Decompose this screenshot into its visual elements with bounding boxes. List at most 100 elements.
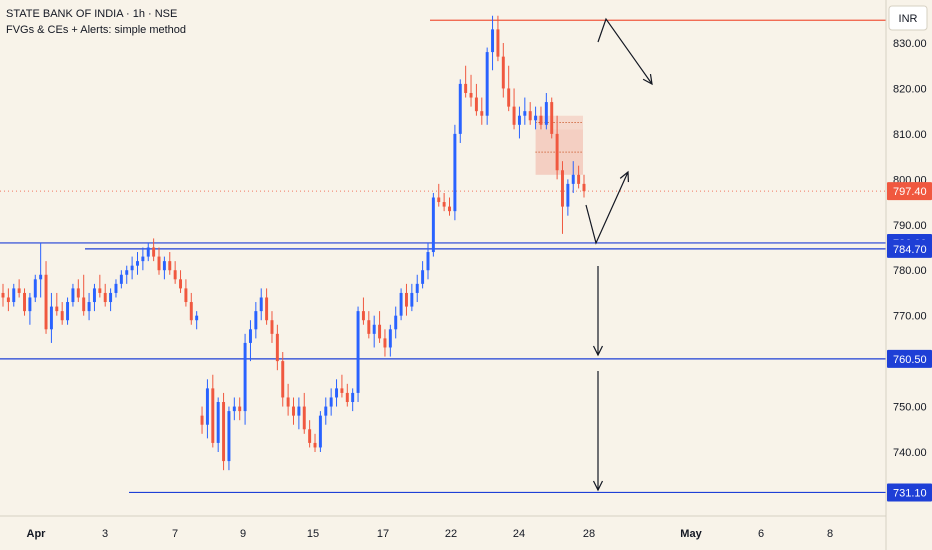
candle-body xyxy=(189,302,193,321)
candle-body xyxy=(227,411,231,462)
candle-body xyxy=(415,283,419,293)
candle xyxy=(119,270,123,289)
candle-body xyxy=(270,320,274,334)
candle-body xyxy=(125,270,129,275)
x-tick-label: 8 xyxy=(827,528,833,540)
candle xyxy=(399,288,403,321)
candle-body xyxy=(394,315,398,330)
candle xyxy=(281,352,285,407)
candle-body xyxy=(388,329,392,348)
candle-body xyxy=(6,297,10,303)
candle xyxy=(501,43,505,98)
candle-body xyxy=(179,279,183,289)
candle xyxy=(378,311,382,343)
x-tick-label: 3 xyxy=(102,528,108,540)
candle-body xyxy=(329,397,333,407)
candle xyxy=(458,79,462,143)
candle-body xyxy=(44,274,48,330)
candle xyxy=(270,311,274,343)
candle xyxy=(442,192,446,212)
fvg-zone xyxy=(535,129,583,175)
x-tick-label: 15 xyxy=(307,528,319,540)
candle xyxy=(577,165,581,189)
candle-body xyxy=(114,283,118,293)
symbol-line[interactable]: STATE BANK OF INDIA · 1h · NSE xyxy=(6,8,178,20)
candle xyxy=(453,124,457,221)
candle-body xyxy=(566,183,570,207)
candle-body xyxy=(146,247,150,257)
candle-body xyxy=(152,247,156,257)
candle-body xyxy=(308,429,312,443)
candle xyxy=(103,283,107,307)
candle xyxy=(238,397,242,421)
candle-body xyxy=(23,292,26,312)
candle xyxy=(356,306,360,403)
candle-body xyxy=(87,302,91,312)
current-price-label-bg xyxy=(887,182,932,201)
candle xyxy=(431,192,435,257)
candle xyxy=(44,261,48,334)
candle-body xyxy=(383,338,387,348)
candle-body xyxy=(361,311,365,321)
candle xyxy=(157,247,161,275)
candle xyxy=(361,297,365,325)
candle xyxy=(87,292,91,321)
level-price-label: 784.70 xyxy=(893,244,927,256)
candle xyxy=(550,97,554,139)
candle xyxy=(195,311,199,330)
candle xyxy=(200,406,204,434)
candle xyxy=(259,288,263,321)
candle xyxy=(6,288,10,312)
candle-body xyxy=(448,206,451,212)
x-tick-label: 6 xyxy=(758,528,764,540)
candle-body xyxy=(561,170,564,207)
candle xyxy=(491,15,495,71)
chart-header: STATE BANK OF INDIA · 1h · NSE FVGs & CE… xyxy=(6,6,186,38)
candle xyxy=(12,283,16,307)
candle xyxy=(388,324,392,357)
projection-arrow-rebound xyxy=(585,171,629,245)
y-tick-label: 810.00 xyxy=(893,129,927,141)
candle xyxy=(480,97,484,125)
candle xyxy=(426,242,430,280)
candle xyxy=(216,397,220,452)
candle-body xyxy=(356,311,360,393)
candle xyxy=(184,279,188,307)
candle-body xyxy=(238,406,242,412)
candle xyxy=(351,388,355,412)
candle xyxy=(383,329,387,357)
candle xyxy=(1,283,5,307)
candle xyxy=(507,65,511,112)
candle-body xyxy=(539,115,543,125)
candle-body xyxy=(523,111,527,116)
candle xyxy=(372,315,376,348)
candle xyxy=(114,279,118,298)
candle-body xyxy=(39,274,43,280)
candle xyxy=(23,288,26,316)
level-price-label-bg xyxy=(887,239,932,258)
candle-body xyxy=(157,256,161,271)
candle xyxy=(485,47,489,125)
y-tick-label: 780.00 xyxy=(893,265,927,277)
candle-body xyxy=(302,406,306,430)
candle-body xyxy=(528,111,532,121)
candle-body xyxy=(544,102,548,125)
candle-body xyxy=(555,133,559,171)
y-tick-label: 770.00 xyxy=(893,311,927,323)
candle xyxy=(275,324,279,371)
indicator-line[interactable]: FVGs & CEs + Alerts: simple method xyxy=(6,24,187,36)
candle xyxy=(60,302,64,325)
currency-box xyxy=(888,5,928,31)
candle-body xyxy=(232,406,236,412)
candle-body xyxy=(292,406,295,416)
candle xyxy=(448,197,451,216)
candle xyxy=(146,242,150,262)
y-tick-label: 830.00 xyxy=(893,38,927,50)
x-tick-label: 24 xyxy=(513,528,525,540)
candle-body xyxy=(491,29,495,53)
candle-body xyxy=(119,274,123,284)
candle-body xyxy=(66,302,70,321)
current-price-label: 797.40 xyxy=(893,186,927,198)
candle-body xyxy=(259,297,263,312)
